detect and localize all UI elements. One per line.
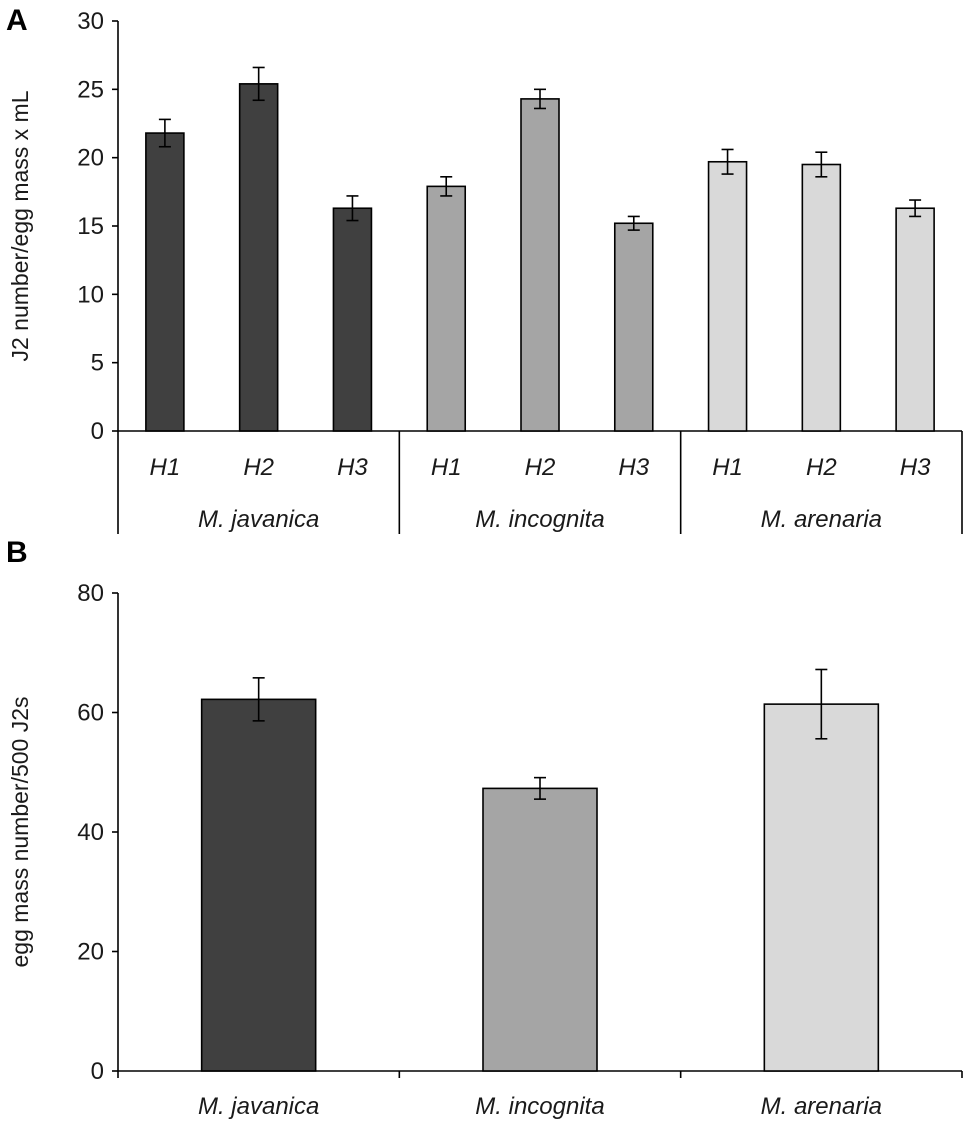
panel-b-y-tick-label: 40 [77, 819, 104, 846]
panel-a-group-label: M. arenaria [761, 506, 882, 533]
panel-a-category-label: H2 [525, 454, 556, 481]
panel-a-y-tick-label: 5 [91, 350, 104, 377]
panel-a-category-label: H2 [243, 454, 274, 481]
panel-a-bar [332, 207, 373, 432]
panel-a-y-axis-title: J2 number/egg mass x mL [7, 90, 33, 361]
panel-a-y-tick-label: 0 [91, 418, 104, 445]
panel-a-bar [613, 222, 654, 432]
panel-b-y-tick-label: 80 [77, 580, 104, 607]
panel-b-chart: 0 20 40 60 80 egg mass number/500 J2s M. javan… [7, 580, 963, 1120]
panel-a-category-label: H3 [618, 454, 649, 481]
panel-b-y-axis-title: egg mass number/500 J2s [7, 696, 33, 967]
panel-a-y-tick-label: 25 [77, 76, 104, 103]
panel-a-bar [145, 132, 185, 432]
panel-a-y-tick-label: 20 [77, 145, 104, 172]
panel-a-group-label: M. incognita [475, 506, 604, 533]
panel-b-bar [200, 698, 317, 1072]
panel-b-y-tick-label: 0 [91, 1058, 104, 1085]
panel-a-category-label: H2 [806, 454, 837, 481]
panel-b-category-label: M. javanica [198, 1093, 319, 1120]
panel-a-y-tick-label: 10 [77, 281, 104, 308]
panel-a-category-label: H1 [150, 454, 181, 481]
panel-b-category-label: M. incognita [475, 1093, 604, 1120]
panel-b-label: B [6, 536, 28, 569]
panel-a-bar [895, 207, 935, 432]
panel-b-y-tick-label: 20 [77, 939, 104, 966]
panel-a-y-tick-label: 30 [77, 8, 104, 35]
panel-b-y-tick-label: 60 [77, 700, 104, 727]
panel-a-category-label: H1 [431, 454, 462, 481]
panel-a-y-tick-label: 15 [77, 213, 104, 240]
panel-a-bar [707, 160, 748, 432]
panel-a-chart: 0 5 10 15 20 25 30 J2 number/egg mass x mL H1 H2 H… [7, 8, 963, 534]
panel-a-group-label: M. javanica [198, 506, 319, 533]
panel-a-category-label: H3 [900, 454, 931, 481]
panel-b-bar [763, 703, 880, 1072]
panel-a-bar [801, 163, 842, 432]
panel-a-label: A [6, 4, 28, 37]
panel-b-bar [482, 787, 598, 1072]
panel-a-category-label: H3 [337, 454, 368, 481]
panel-b-category-label: M. arenaria [761, 1093, 882, 1120]
panel-a-category-label: H1 [712, 454, 743, 481]
panel-a-bar [426, 185, 467, 432]
panel-a-bar [520, 98, 560, 432]
panel-a-bar [238, 83, 279, 432]
